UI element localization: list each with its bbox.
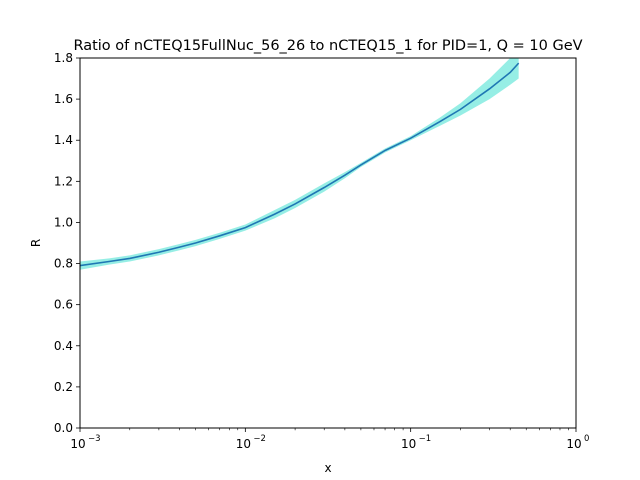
y-tick-label: 1.2 — [54, 174, 73, 188]
x-tick-label: 10 — [566, 437, 581, 451]
ratio-series-line — [80, 62, 520, 267]
x-tick-exponent: −1 — [419, 434, 432, 444]
x-tick-exponent: −2 — [253, 434, 266, 444]
x-tick-exponent: 0 — [584, 434, 589, 444]
axes-frame — [79, 57, 577, 429]
y-tick-label: 1.0 — [54, 215, 73, 229]
y-tick-label: 1.4 — [54, 133, 73, 147]
y-tick-label: 0.8 — [54, 257, 73, 271]
y-tick-label: 0.6 — [54, 298, 73, 312]
y-tick-label: 1.8 — [54, 51, 73, 65]
plot-area — [80, 58, 520, 270]
y-tick-label: 0.0 — [54, 421, 73, 435]
y-tick-label: 0.4 — [54, 339, 73, 353]
x-tick-label: 10 — [401, 437, 416, 451]
y-axis-label: R — [29, 239, 43, 247]
x-tick-label: 10 — [70, 437, 85, 451]
x-tick-label: 10 — [236, 437, 251, 451]
chart-title: Ratio of nCTEQ15FullNuc_56_26 to nCTEQ15… — [73, 38, 582, 54]
y-tick-label: 0.2 — [54, 380, 73, 394]
x-tick-exponent: −3 — [88, 434, 101, 444]
y-tick-label: 1.6 — [54, 92, 73, 106]
axis-ticks: 0.00.20.40.60.81.01.21.41.61.810 −3 10 −2 10… — [54, 51, 590, 451]
x-axis-label: x — [324, 461, 331, 475]
